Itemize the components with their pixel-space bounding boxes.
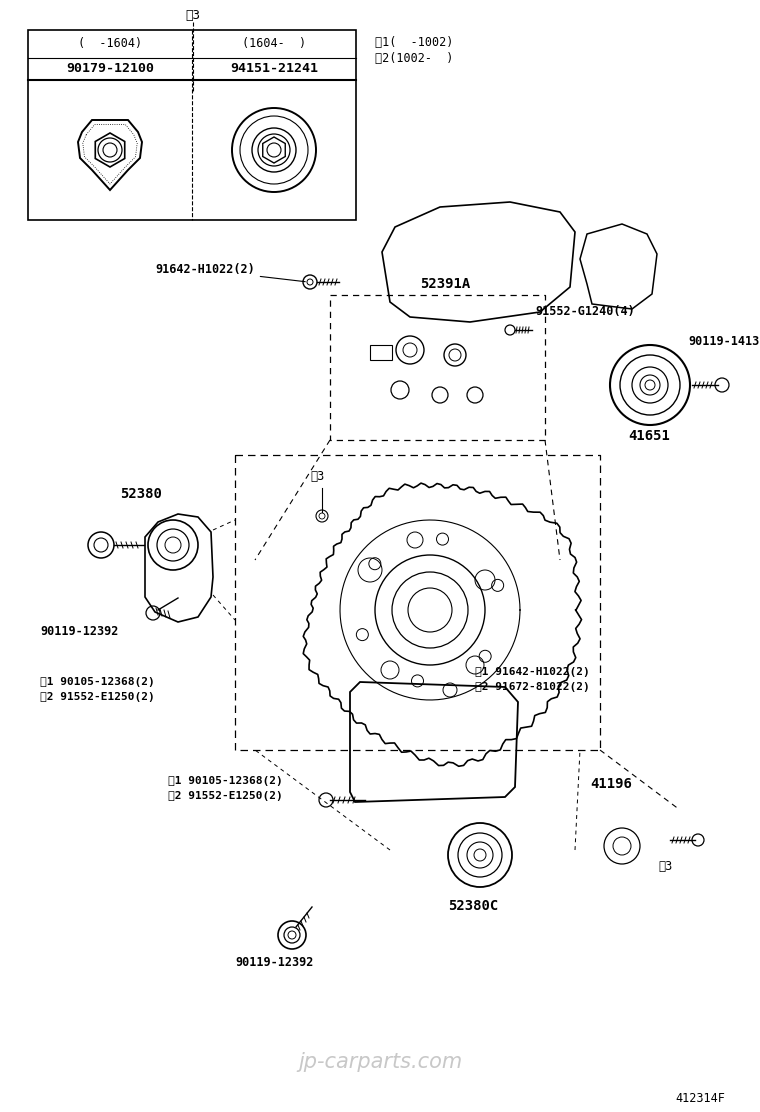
Text: ※2 91552-E1250(2): ※2 91552-E1250(2) — [168, 791, 283, 801]
Text: 52380C: 52380C — [448, 898, 499, 913]
Text: ※3: ※3 — [658, 860, 673, 873]
Text: ※2 91672-81022(2): ※2 91672-81022(2) — [475, 682, 590, 692]
Text: 90119-12392: 90119-12392 — [235, 956, 313, 969]
Text: 90179-12100: 90179-12100 — [66, 62, 154, 76]
Text: ※3: ※3 — [310, 470, 325, 483]
Text: ※1(  -1002): ※1( -1002) — [375, 36, 454, 49]
Text: ※2 91552-E1250(2): ※2 91552-E1250(2) — [40, 692, 155, 702]
Text: 52391A: 52391A — [420, 277, 470, 291]
Text: 41651: 41651 — [628, 429, 670, 443]
Text: ※2(1002-  ): ※2(1002- ) — [375, 51, 454, 64]
Text: 412314F: 412314F — [675, 1092, 725, 1104]
Text: ※1 90105-12368(2): ※1 90105-12368(2) — [168, 776, 283, 786]
Bar — [28, 30, 356, 220]
Bar — [370, 345, 392, 360]
Text: 90119-14130: 90119-14130 — [688, 335, 760, 348]
Text: ※1 91642-H1022(2): ※1 91642-H1022(2) — [475, 667, 590, 677]
Text: jp-carparts.com: jp-carparts.com — [298, 1052, 462, 1072]
Text: (  -1604): ( -1604) — [78, 38, 142, 50]
Text: (1604-  ): (1604- ) — [242, 38, 306, 50]
Text: 41196: 41196 — [590, 777, 632, 791]
Text: 90119-12392: 90119-12392 — [40, 625, 119, 638]
Text: 91642-H1022(2): 91642-H1022(2) — [155, 264, 306, 281]
Text: 52380: 52380 — [120, 487, 162, 502]
Text: 94151-21241: 94151-21241 — [230, 62, 318, 76]
Text: ※3: ※3 — [185, 9, 201, 22]
Text: ※1 90105-12368(2): ※1 90105-12368(2) — [40, 677, 155, 687]
Text: 91552-G1240(4): 91552-G1240(4) — [535, 305, 635, 318]
